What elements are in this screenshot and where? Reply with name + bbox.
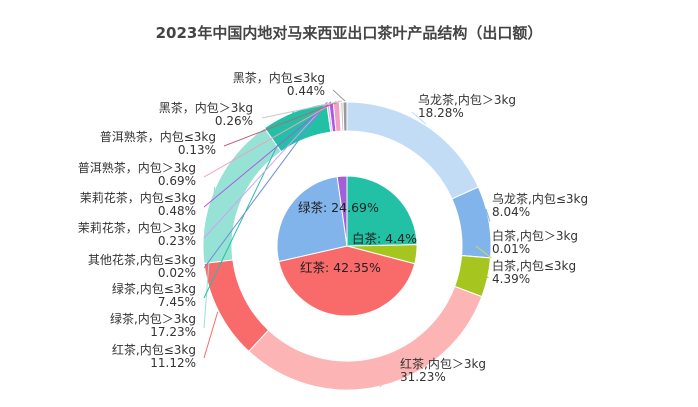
- outer-label-value-11: 0.69%: [158, 174, 196, 188]
- outer-label-category-4: 红茶,内包＞3kg: [400, 356, 486, 371]
- chart-title: 2023年中国内地对马来西亚出口茶叶产品结构（出口额）: [155, 24, 543, 42]
- outer-label-category-6: 绿茶,内包＞3kg: [110, 311, 196, 326]
- inner-label-0: 绿茶: 24.69%: [298, 200, 379, 215]
- outer-label-value-14: 0.44%: [287, 84, 325, 98]
- outer-label-value-0: 18.28%: [418, 106, 464, 120]
- leader-line-1: [485, 208, 491, 222]
- leader-line-4: [379, 370, 393, 388]
- inner-label-1: 白茶: 4.4%: [352, 231, 417, 246]
- outer-label-value-4: 31.23%: [400, 370, 446, 384]
- outer-label-value-13: 0.26%: [215, 114, 253, 128]
- outer-label-category-14: 黑茶，内包≤3kg: [233, 70, 325, 85]
- leader-line-2: [475, 245, 492, 259]
- outer-slice-14[interactable]: [342, 101, 348, 132]
- outer-slice-5[interactable]: [203, 259, 270, 352]
- leader-line-8: [203, 102, 328, 269]
- inner-slice-0[interactable]: [346, 175, 418, 247]
- leader-line-6: [203, 186, 216, 329]
- leader-line-9: [203, 101, 329, 239]
- leader-line-14: [332, 89, 346, 102]
- inner-label-2: 红茶: 42.35%: [300, 260, 381, 275]
- outer-label-category-3: 白茶,内包≤3kg: [492, 258, 576, 273]
- leader-line-5: [203, 311, 219, 359]
- outer-label-category-13: 黑茶，内包＞3kg: [159, 100, 253, 115]
- outer-label-value-8: 0.02%: [158, 266, 196, 280]
- outer-label-value-9: 0.23%: [158, 234, 196, 248]
- outer-label-value-3: 4.39%: [492, 272, 530, 286]
- outer-label-category-9: 茉莉花茶，内包＞3kg: [78, 220, 196, 235]
- outer-label-value-12: 0.13%: [178, 143, 216, 157]
- leader-line-0: [411, 111, 427, 125]
- outer-label-value-10: 0.48%: [158, 204, 196, 218]
- leader-line-10: [203, 101, 332, 208]
- outer-slice-1[interactable]: [451, 186, 492, 259]
- outer-label-category-10: 茉莉花茶，内包≤3kg: [80, 190, 196, 205]
- inner-slice-3[interactable]: [276, 176, 348, 263]
- leader-line-13: [261, 100, 342, 119]
- outer-label-value-6: 17.23%: [150, 325, 196, 339]
- leader-line-3: [475, 269, 489, 279]
- leader-line-11: [203, 100, 337, 178]
- outer-label-value-2: 0.01%: [492, 242, 530, 256]
- outer-label-category-5: 红茶,内包≤3kg: [112, 342, 196, 357]
- outer-label-value-1: 8.04%: [492, 205, 530, 219]
- inner-slice-2[interactable]: [278, 245, 416, 317]
- outer-label-category-12: 普洱熟茶，内包≤3kg: [100, 129, 216, 144]
- leader-line-12: [223, 100, 341, 147]
- outer-label-category-2: 白茶,内包＞3kg: [492, 228, 578, 243]
- inner-slice-4[interactable]: [336, 175, 348, 247]
- outer-label-category-1: 乌龙茶,内包≤3kg: [492, 191, 588, 206]
- outer-label-category-8: 其他花茶,内包≤3kg: [88, 252, 196, 267]
- outer-label-category-11: 普洱熟茶，内包＞3kg: [78, 160, 196, 175]
- leader-line-7: [203, 110, 295, 299]
- outer-label-value-5: 11.12%: [150, 356, 196, 370]
- outer-label-value-7: 7.45%: [158, 295, 196, 309]
- outer-label-category-7: 绿茶,内包≤3kg: [112, 281, 196, 296]
- outer-label-category-0: 乌龙茶,内包＞3kg: [418, 92, 516, 107]
